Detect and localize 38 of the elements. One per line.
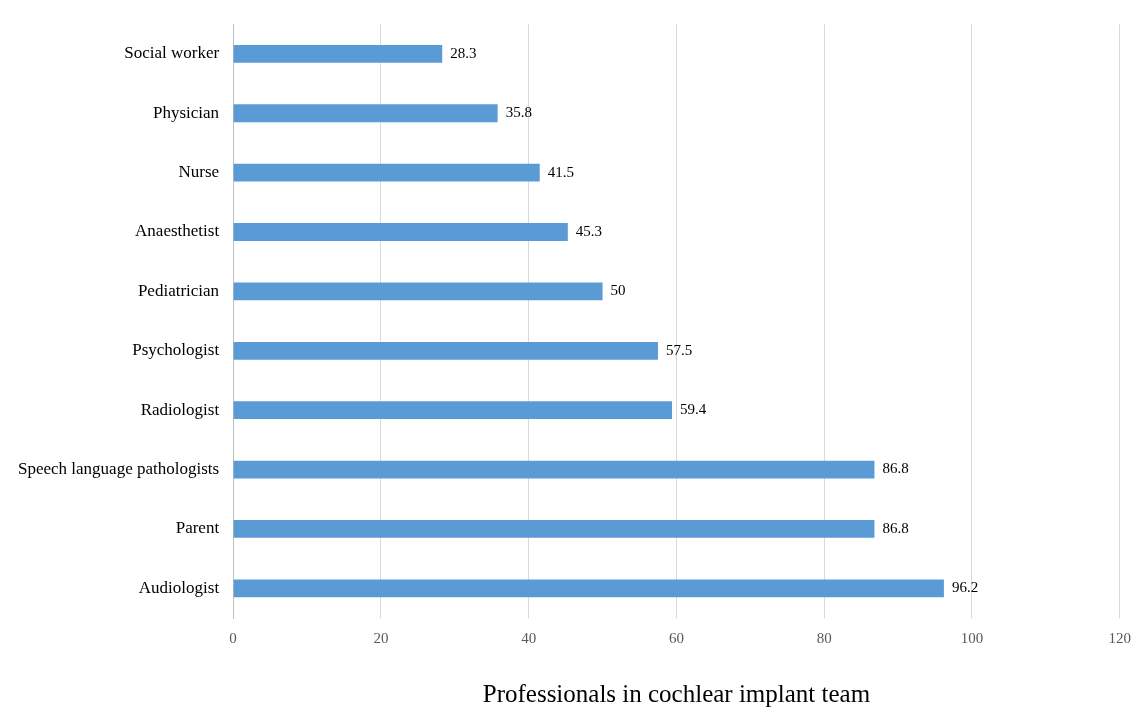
- bar: [233, 282, 603, 301]
- data-label: 59.4: [680, 401, 707, 418]
- y-tick-label: Audiologist: [138, 577, 220, 597]
- data-label: 41.5: [547, 163, 574, 180]
- data-label: 86.8: [882, 519, 909, 536]
- y-tick-label: Parent: [175, 518, 220, 538]
- y-tick-label: Nurse: [178, 162, 220, 182]
- bar: [233, 44, 443, 63]
- data-label: 96.2: [951, 579, 979, 596]
- x-tick-label: 60: [668, 629, 684, 646]
- data-label: 35.8: [505, 104, 532, 121]
- bar: [233, 341, 658, 360]
- y-tick-label: Physician: [153, 102, 220, 122]
- x-axis-title: Professionals in cochlear implant team: [482, 679, 871, 707]
- x-tick-label: 100: [960, 629, 984, 646]
- x-tick-label: 20: [373, 629, 389, 646]
- bar: [233, 401, 672, 420]
- x-tick-label: 40: [521, 629, 537, 646]
- x-tick-label: 120: [1108, 629, 1131, 646]
- data-label: 50: [610, 282, 626, 299]
- y-tick-label: Psychologist: [132, 340, 220, 360]
- y-tick-label: Social worker: [124, 43, 220, 63]
- data-label: 57.5: [665, 341, 693, 358]
- data-label: 45.3: [575, 222, 603, 239]
- y-tick-label: Pediatrician: [137, 280, 220, 300]
- x-tick-label: 0: [229, 629, 237, 646]
- bar: [233, 223, 568, 241]
- bar: [233, 579, 944, 598]
- bar: [233, 163, 540, 182]
- bar: [233, 104, 498, 123]
- y-tick-label: Speech language pathologists: [17, 459, 220, 479]
- y-tick-label: Anaesthetist: [135, 221, 220, 241]
- x-tick-label: 80: [816, 629, 832, 646]
- bar: [233, 520, 875, 538]
- bar: [233, 460, 875, 479]
- data-label: 28.3: [450, 44, 477, 61]
- y-tick-label: Radiologist: [140, 399, 220, 419]
- data-label: 86.8: [882, 460, 909, 477]
